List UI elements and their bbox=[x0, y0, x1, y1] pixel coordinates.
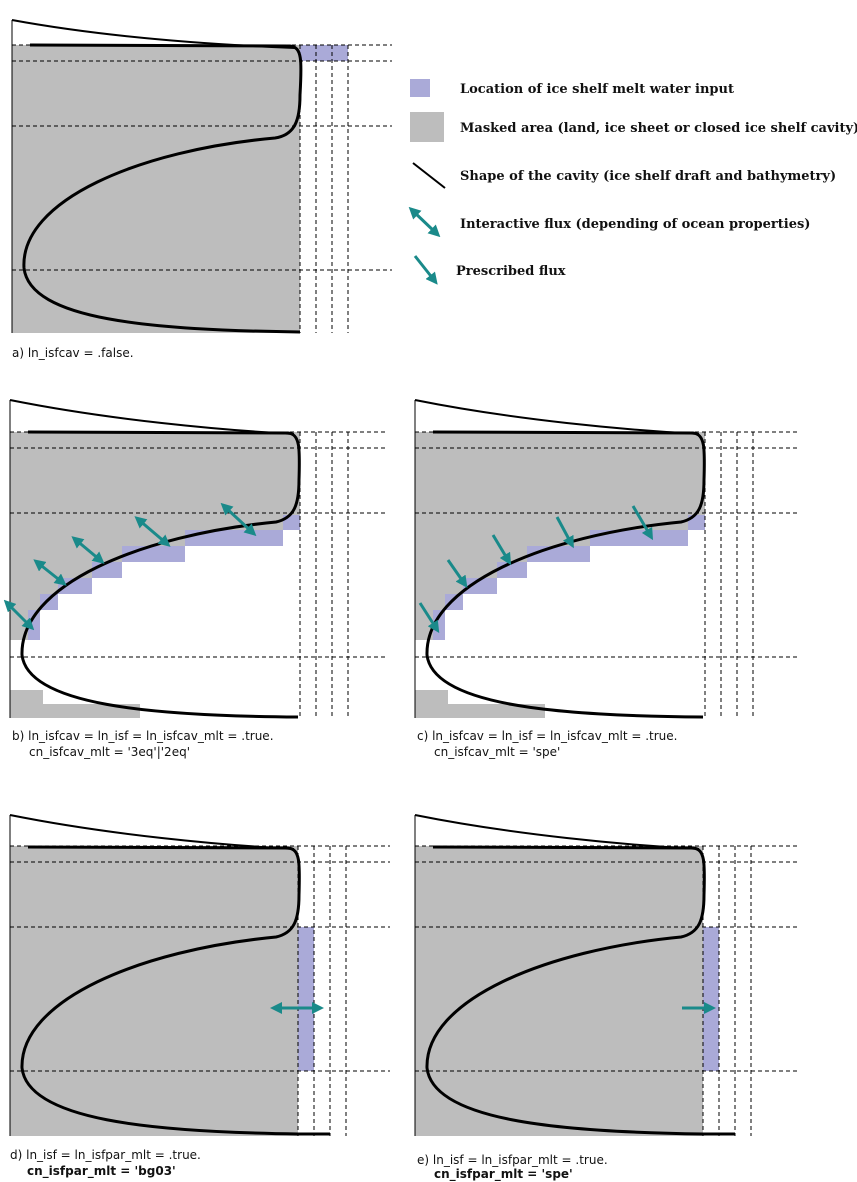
panel-c-label-1: c) ln_isfcav = ln_isf = ln_isfcav_mlt = … bbox=[417, 729, 677, 743]
cavity-legend-label: Shape of the cavity (ice shelf draft and… bbox=[460, 169, 836, 184]
panel-e: e) ln_isf = ln_isfpar_mlt = .true. cn_is… bbox=[414, 814, 798, 1182]
panel-d-label-1: d) ln_isf = ln_isfpar_mlt = .true. bbox=[10, 1148, 201, 1162]
melt-water-input bbox=[703, 927, 719, 1071]
interactive-flux-icon bbox=[408, 206, 441, 238]
panel-e-label-1: e) ln_isf = ln_isfpar_mlt = .true. bbox=[417, 1153, 608, 1167]
prescribed-flux-icon bbox=[413, 255, 438, 285]
masked-area bbox=[12, 45, 300, 333]
prescribed-flux-arrows bbox=[418, 505, 654, 634]
melt-water-input bbox=[300, 45, 348, 61]
interactive-flux-label: Interactive flux (depending of ocean pro… bbox=[460, 217, 810, 232]
panel-d: d) ln_isf = ln_isfpar_mlt = .true. cn_is… bbox=[9, 814, 390, 1179]
panel-d-label-2: cn_isfpar_mlt = 'bg03' bbox=[27, 1164, 176, 1179]
masked-bottom bbox=[415, 690, 545, 718]
panel-a: a) ln_isfcav = .false. bbox=[11, 19, 392, 360]
prescribed-flux-label: Prescribed flux bbox=[456, 264, 566, 279]
melt-legend-swatch bbox=[410, 79, 430, 97]
mask-legend-swatch bbox=[410, 112, 444, 142]
panel-c: c) ln_isfcav = ln_isf = ln_isfcav_mlt = … bbox=[414, 399, 800, 759]
panel-b: b) ln_isfcav = ln_isf = ln_isfcav_mlt = … bbox=[3, 399, 385, 759]
cavity-legend-line bbox=[412, 162, 446, 189]
panel-a-label: a) ln_isfcav = .false. bbox=[12, 346, 134, 360]
legend: Location of ice shelf melt water input M… bbox=[408, 79, 857, 285]
melt-water-input bbox=[298, 927, 314, 1071]
mask-legend-label: Masked area (land, ice sheet or closed i… bbox=[460, 121, 857, 136]
masked-bottom bbox=[10, 690, 140, 718]
panel-b-label-1: b) ln_isfcav = ln_isf = ln_isfcav_mlt = … bbox=[12, 729, 274, 743]
panel-c-label-2: cn_isfcav_mlt = 'spe' bbox=[434, 745, 560, 759]
panel-e-label-2: cn_isfpar_mlt = 'spe' bbox=[434, 1167, 573, 1182]
melt-legend-label: Location of ice shelf melt water input bbox=[460, 82, 734, 97]
masked-area bbox=[10, 846, 298, 1136]
interactive-flux-arrows bbox=[3, 502, 257, 631]
masked-area bbox=[415, 432, 705, 640]
panel-b-label-2: cn_isfcav_mlt = '3eq'|'2eq' bbox=[29, 745, 190, 759]
masked-area bbox=[415, 846, 703, 1136]
